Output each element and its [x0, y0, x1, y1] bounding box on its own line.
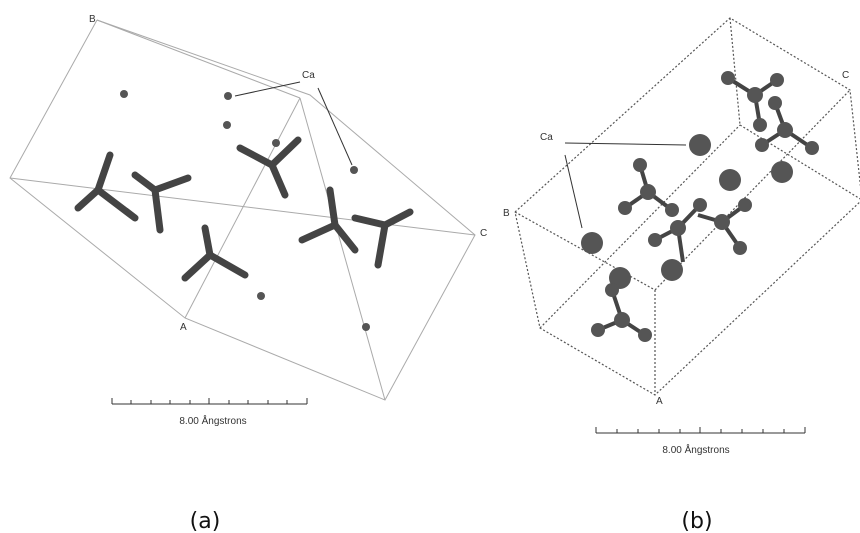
- pointer-arrow: [565, 155, 582, 228]
- axis-label: B: [89, 14, 96, 25]
- scale-label: 8.00 Ångstrons: [179, 414, 246, 427]
- cell-edge: [740, 125, 860, 200]
- carbonate: [135, 175, 188, 230]
- unit-cell-b: [515, 18, 860, 395]
- axis-label: A: [180, 322, 187, 333]
- ca-atom: [272, 139, 280, 147]
- axis-label: A: [656, 396, 663, 407]
- ca-atom: [257, 292, 265, 300]
- axis-label: C: [480, 228, 487, 239]
- carbonate: [355, 212, 410, 265]
- ca-atom: [224, 92, 232, 100]
- ca-atom: [719, 169, 741, 191]
- axis-label: B: [503, 208, 510, 219]
- atom-label: Ca: [302, 70, 315, 81]
- ca-atom: [661, 259, 683, 281]
- scale-bar: [112, 398, 307, 404]
- ca-atom: [771, 161, 793, 183]
- atom-label: Ca: [540, 132, 553, 143]
- cell-edge: [185, 98, 300, 318]
- carbonate: [302, 190, 355, 250]
- cell-edge: [540, 125, 740, 328]
- pointer-arrow: [565, 143, 686, 145]
- figure: B Ca C A 8.00 Ångstrons (a) Ca B C A 8.0…: [0, 0, 860, 533]
- ca-atom: [223, 121, 231, 129]
- carbonate: [240, 140, 298, 195]
- caption: (b): [681, 509, 712, 533]
- caption: (a): [190, 509, 221, 533]
- carbonate-groups-a: [78, 140, 410, 278]
- ca-atom: [581, 232, 603, 254]
- ca-atom: [689, 134, 711, 156]
- scale-bar: [596, 427, 805, 433]
- cell-edge: [97, 20, 300, 98]
- ca-atom: [120, 90, 128, 98]
- carbonate: [78, 155, 135, 218]
- cell-edge: [515, 18, 860, 395]
- ca-atom: [350, 166, 358, 174]
- ca-atom: [362, 323, 370, 331]
- axis-label: C: [842, 70, 849, 81]
- scale-label: 8.00 Ångstrons: [662, 443, 729, 456]
- carbonate: [185, 228, 245, 278]
- cell-edge: [730, 18, 740, 125]
